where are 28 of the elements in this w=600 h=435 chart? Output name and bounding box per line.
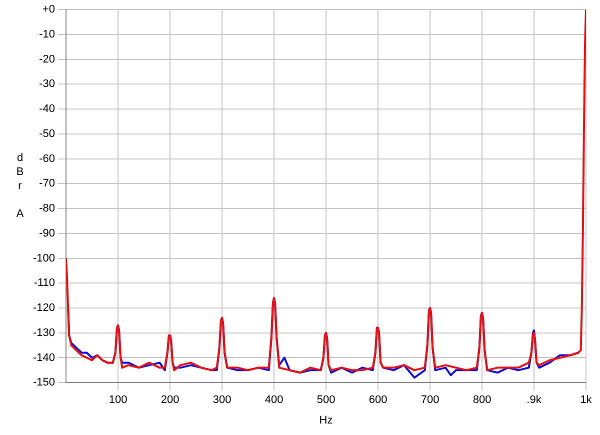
y-tick-label: -90 <box>39 227 56 240</box>
y-tick-label: -50 <box>39 128 56 140</box>
x-tick-label: 600 <box>368 394 388 406</box>
y-tick-label: +0 <box>42 4 56 16</box>
x-tick-label: 700 <box>420 394 440 406</box>
x-tick-label: 200 <box>160 394 180 406</box>
y-tick-label: -10 <box>39 28 56 40</box>
text: dBr A <box>16 152 24 220</box>
y-tick-label: -40 <box>39 103 56 116</box>
y-tick-label: -20 <box>39 53 56 66</box>
y-tick-label: -80 <box>39 202 56 215</box>
x-tick-label: 300 <box>212 394 232 406</box>
y-tick-label: -70 <box>39 178 56 190</box>
y-tick-label: -100 <box>32 252 56 264</box>
x-axis-title: Hz <box>319 414 333 426</box>
y-tick-label: -120 <box>32 302 56 314</box>
x-tick-label: 500 <box>316 394 336 406</box>
x-tick-label: 400 <box>264 394 284 406</box>
x-tick-label: 800 <box>472 394 492 406</box>
x-tick-label: 100 <box>108 394 128 406</box>
y-tick-label: -130 <box>32 326 56 339</box>
y-tick-label: -30 <box>39 78 56 90</box>
y-tick-label: -60 <box>39 152 56 165</box>
x-tick-label: 1k <box>580 394 592 406</box>
y-tick-label: -140 <box>32 352 56 364</box>
x-tick-label: .9k <box>526 394 542 406</box>
y-tick-label: -150 <box>32 376 56 389</box>
y-tick-label: -110 <box>34 277 56 290</box>
